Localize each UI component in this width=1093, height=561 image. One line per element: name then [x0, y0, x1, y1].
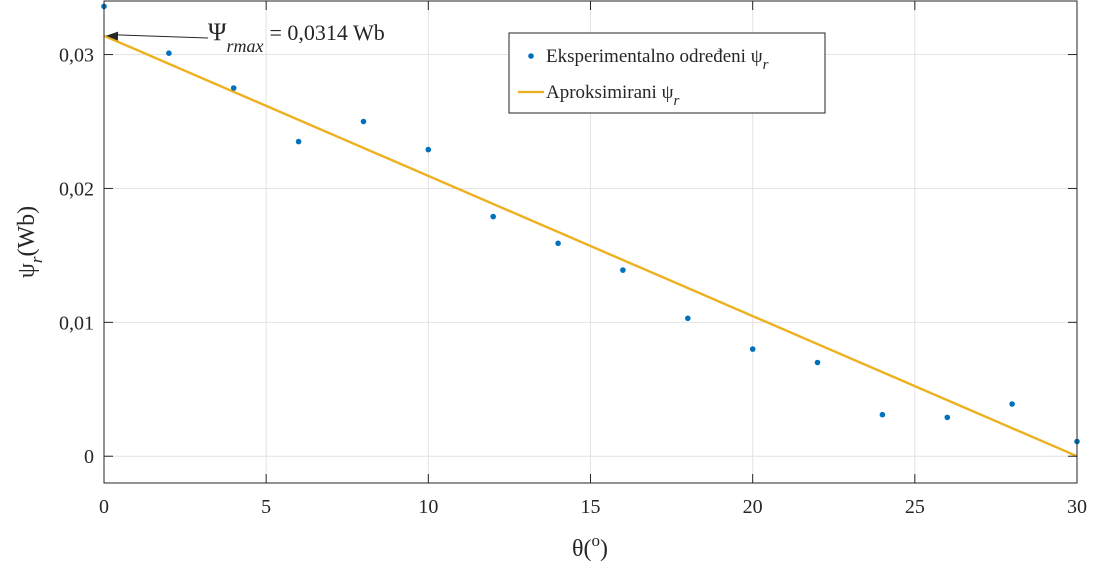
annotation-text: Ψrmax = 0,0314 Wb: [208, 19, 385, 56]
x-tick-label-0: 0: [99, 496, 109, 518]
legend-box: [508, 32, 826, 114]
x-tick-label-3: 15: [581, 496, 601, 518]
y-tick-label-2: 0,02: [59, 178, 94, 200]
legend: Eksperimentalno određeni ψr Aproksimiran…: [508, 32, 826, 114]
x-tick-label-5: 25: [905, 496, 925, 518]
fit-line: [103, 34, 1078, 458]
legend-entry-fit: Aproksimirani ψr: [546, 82, 679, 109]
data-point-7: [555, 240, 561, 247]
legend-entry-measured: Eksperimentalno određeni ψr: [546, 46, 769, 73]
data-point-2: [230, 85, 237, 91]
annotation: Ψrmax = 0,0314 Wb: [106, 19, 385, 56]
data-point-14: [1009, 401, 1015, 407]
data-point-8: [620, 267, 626, 273]
data-point-9: [685, 315, 691, 322]
x-tick-label-1: 5: [261, 496, 271, 518]
data-point-10: [749, 346, 756, 352]
data-point-13: [944, 414, 951, 421]
fit-line-series: [103, 34, 1078, 458]
measured-points-series: [101, 3, 1080, 445]
x-tick-label-4: 20: [743, 496, 763, 518]
data-point-3: [295, 138, 302, 145]
x-tick-label-2: 10: [418, 496, 438, 518]
data-point-5: [425, 146, 432, 153]
data-point-12: [879, 411, 886, 418]
y-tick-label-0: 0: [84, 446, 94, 468]
annotation-arrow: [113, 34, 209, 39]
y-axis-ticks: 0 0,01 0,02 0,03: [59, 45, 1077, 468]
annotation-subscript: rmax: [226, 36, 263, 56]
data-point-6: [490, 213, 497, 220]
data-point-11: [814, 359, 821, 366]
annotation-value: = 0,0314 Wb: [269, 20, 384, 45]
x-tick-label-6: 30: [1067, 496, 1087, 518]
x-axis-label: θ(o): [572, 531, 608, 561]
y-tick-label-1: 0,01: [59, 312, 94, 334]
annotation-arrowhead: [106, 31, 119, 41]
data-point-1: [166, 50, 172, 56]
data-point-4: [360, 118, 367, 125]
legend-marker-measured: [528, 53, 534, 59]
y-tick-label-3: 0,03: [59, 45, 94, 67]
y-axis-label: ψr(Wb): [14, 206, 46, 278]
annotation-symbol: Ψ: [208, 19, 227, 46]
x-axis-ticks: 0 5 10 15 20 25 30: [99, 1, 1087, 518]
